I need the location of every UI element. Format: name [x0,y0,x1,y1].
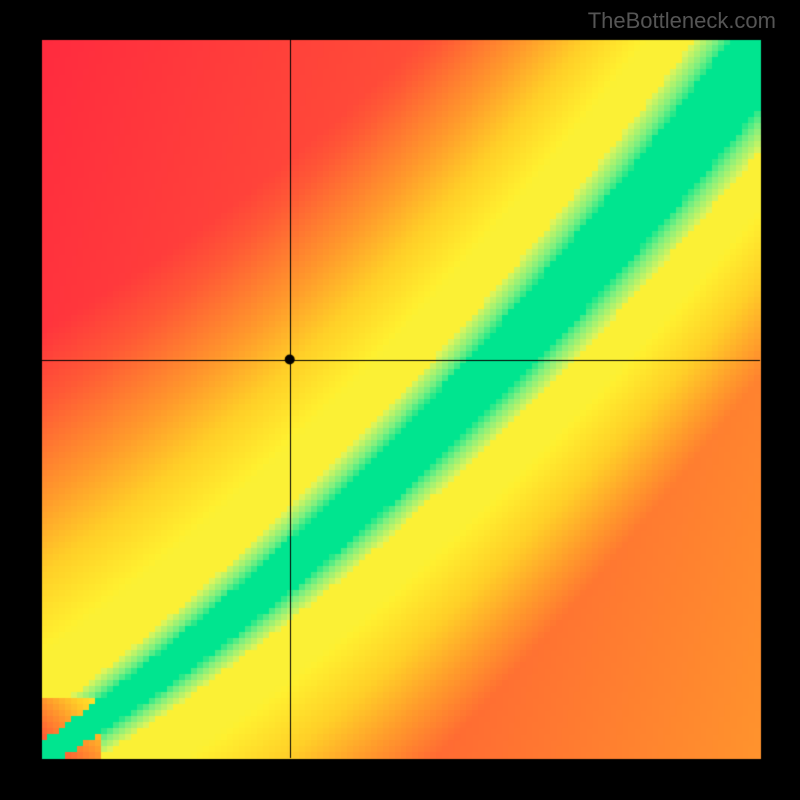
watermark-text: TheBottleneck.com [588,8,776,34]
chart-container: TheBottleneck.com [0,0,800,800]
bottleneck-heatmap [0,0,800,800]
